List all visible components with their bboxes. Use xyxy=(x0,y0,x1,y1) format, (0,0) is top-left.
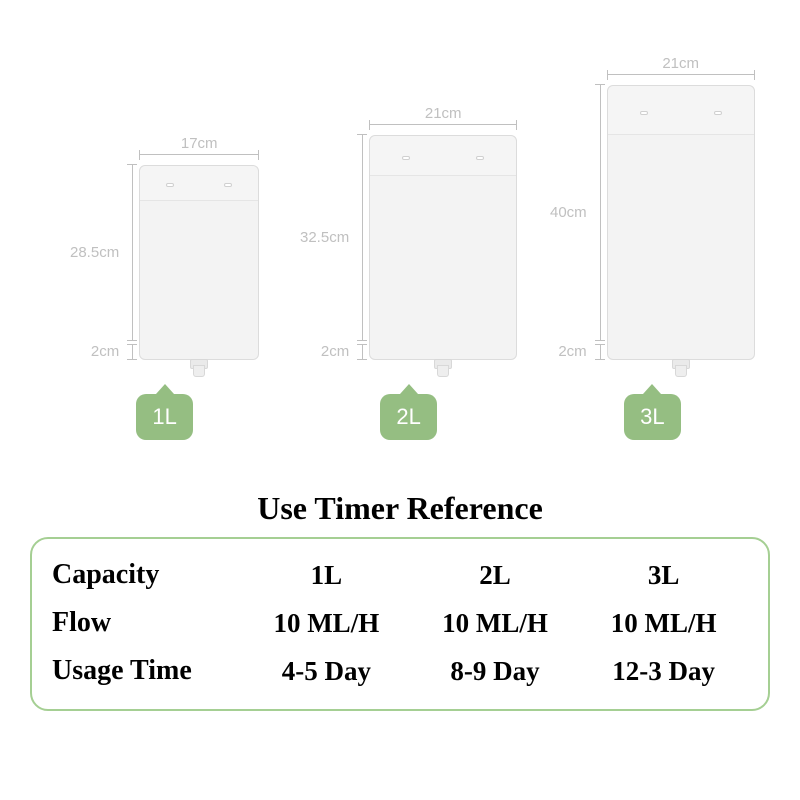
nozzle-dim-line xyxy=(123,344,133,360)
bag-group-1L: 17cm 28.5cm 2cm 1L xyxy=(70,135,259,440)
row-head: Usage Time xyxy=(52,655,242,687)
bag-hole xyxy=(402,156,410,160)
bag-with-dimensions: 40cm 2cm xyxy=(550,84,755,360)
table-cell: 4-5 Day xyxy=(242,656,411,687)
width-label: 17cm xyxy=(181,135,218,152)
nozzle-label: 2cm xyxy=(558,343,586,360)
size-badge: 1L xyxy=(136,394,192,440)
table-row: Capacity1L2L3L xyxy=(52,551,748,599)
nozzle-label: 2cm xyxy=(91,343,119,360)
height-dimension: 28.5cm xyxy=(70,164,133,341)
height-dimension: 32.5cm xyxy=(300,134,363,341)
reference-table: Capacity1L2L3LFlow10 ML/H10 ML/H10 ML/HU… xyxy=(30,537,770,711)
bag-hole xyxy=(640,111,648,115)
bag-hole xyxy=(166,183,174,187)
width-dim-wrap: 21cm xyxy=(300,105,517,134)
height-dim-line xyxy=(353,134,363,341)
nozzle-icon xyxy=(432,359,454,377)
table-cell: 10 ML/H xyxy=(579,608,748,639)
width-dim-line xyxy=(139,154,259,164)
size-badge: 2L xyxy=(380,394,436,440)
height-label: 32.5cm xyxy=(300,229,349,246)
nozzle-icon xyxy=(670,359,692,377)
width-dimension: 21cm xyxy=(369,105,517,134)
table-cell: 10 ML/H xyxy=(411,608,580,639)
row-head: Capacity xyxy=(52,559,242,591)
table-cell: 1L xyxy=(242,560,411,591)
nozzle-dimension: 2cm xyxy=(321,343,363,360)
height-label: 28.5cm xyxy=(70,244,119,261)
height-dim-line xyxy=(123,164,133,341)
width-dimension: 21cm xyxy=(607,55,755,84)
bag-with-dimensions: 28.5cm 2cm xyxy=(70,164,259,360)
row-head: Flow xyxy=(52,607,242,639)
nozzle-dim-line xyxy=(591,344,601,360)
bag-group-2L: 21cm 32.5cm 2cm 2L xyxy=(300,105,517,440)
width-dimension: 17cm xyxy=(139,135,259,164)
bag-hole xyxy=(476,156,484,160)
bag-icon xyxy=(139,165,259,360)
bag-icon xyxy=(369,135,517,360)
width-dim-wrap: 17cm xyxy=(70,135,259,164)
bag-top-strip xyxy=(140,166,258,201)
bag-hole xyxy=(714,111,722,115)
height-dim-line xyxy=(591,84,601,341)
bag-top-strip xyxy=(608,86,754,135)
width-label: 21cm xyxy=(662,55,699,72)
table-cell: 12-3 Day xyxy=(579,656,748,687)
bag-top-strip xyxy=(370,136,516,176)
height-dimension: 40cm xyxy=(550,84,601,341)
bag-icon xyxy=(607,85,755,360)
table-row: Flow10 ML/H10 ML/H10 ML/H xyxy=(52,599,748,647)
table-title: Use Timer Reference xyxy=(0,490,800,527)
side-dimensions: 40cm 2cm xyxy=(550,84,601,360)
nozzle-dimension: 2cm xyxy=(558,343,600,360)
bag-group-3L: 21cm 40cm 2cm 3L xyxy=(550,55,755,440)
width-dim-line xyxy=(369,124,517,134)
side-dimensions: 32.5cm 2cm xyxy=(300,134,363,360)
nozzle-dim-line xyxy=(353,344,363,360)
side-dimensions: 28.5cm 2cm xyxy=(70,164,133,360)
nozzle-label: 2cm xyxy=(321,343,349,360)
bag-with-dimensions: 32.5cm 2cm xyxy=(300,134,517,360)
height-label: 40cm xyxy=(550,204,587,221)
table-cell: 10 ML/H xyxy=(242,608,411,639)
width-dim-line xyxy=(607,74,755,84)
width-dim-wrap: 21cm xyxy=(550,55,755,84)
bag-diagram-area: 17cm 28.5cm 2cm 1L 21cm 32.5cm 2cm 2L 21cm 40cm 2c… xyxy=(0,0,800,470)
size-badge: 3L xyxy=(624,394,680,440)
nozzle-icon xyxy=(188,359,210,377)
table-cell: 3L xyxy=(579,560,748,591)
table-row: Usage Time4-5 Day8-9 Day12-3 Day xyxy=(52,647,748,695)
table-cell: 8-9 Day xyxy=(411,656,580,687)
nozzle-dimension: 2cm xyxy=(91,343,133,360)
table-cell: 2L xyxy=(411,560,580,591)
width-label: 21cm xyxy=(425,105,462,122)
